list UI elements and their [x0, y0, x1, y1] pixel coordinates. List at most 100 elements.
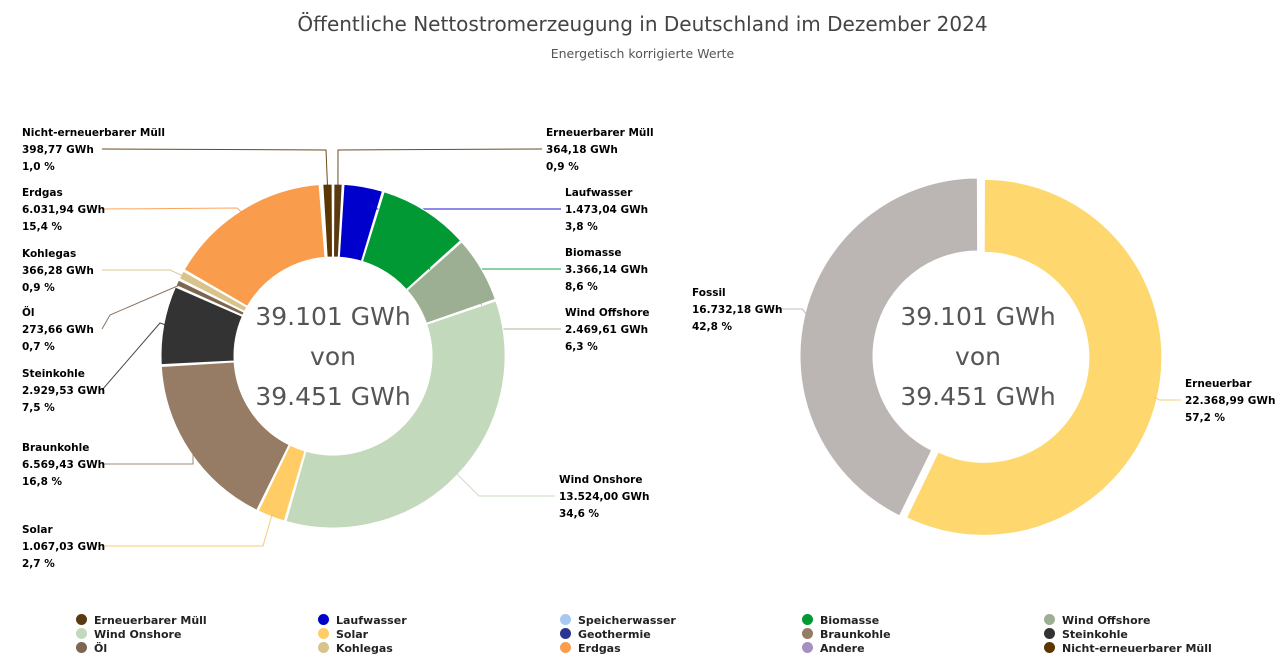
connector-nicht-erneuerbarer-muell	[101, 148, 329, 189]
label-name-solar: Solar	[22, 524, 53, 536]
connector-erneuerbarer-muell	[337, 148, 543, 189]
legend-label: Wind Offshore	[1062, 614, 1151, 627]
legend-marker-icon	[802, 614, 813, 625]
legend-marker-icon	[76, 642, 87, 653]
label-pct-wind-onshore: 34,6 %	[559, 508, 600, 520]
legend-item-wind-offshore[interactable]: Wind Offshore	[1044, 614, 1151, 628]
connector-erdgas	[101, 207, 244, 215]
legend-label: Braunkohle	[820, 628, 891, 641]
donut-chart-2: Erneuerbar 22.368,99 GWh 57,2 % Fossil 16.73…	[692, 177, 1275, 536]
slice-laufwasser[interactable]	[338, 183, 384, 262]
connector-kohlegas	[102, 269, 186, 278]
legend-item-braunkohle[interactable]: Braunkohle	[802, 628, 891, 642]
label-name-biomasse: Biomasse	[565, 247, 621, 259]
label-pct-erneuerbar: 57,2 %	[1185, 412, 1226, 424]
legend-marker-icon	[1044, 628, 1055, 639]
legend-item-laufwasser[interactable]: Laufwasser	[318, 614, 407, 628]
connector-braunkohle	[102, 448, 194, 465]
legend-marker-icon	[318, 642, 329, 653]
legend-label: Biomasse	[820, 614, 880, 627]
slice-kohlegas[interactable]	[178, 270, 248, 313]
label-value-kohlegas: 366,28 GWh	[22, 265, 94, 277]
chart-subtitle: Energetisch korrigierte Werte	[550, 46, 735, 61]
legend-item-geothermie[interactable]: Geothermie	[560, 628, 651, 642]
connector-wind-onshore	[454, 471, 555, 497]
legend-label: Erneuerbarer Müll	[94, 614, 207, 627]
label-value-braunkohle: 6.569,43 GWh	[22, 459, 105, 471]
label-value-erneuerbar: 22.368,99 GWh	[1185, 395, 1275, 407]
label-name-erneuerbarer-muell: Erneuerbarer Müll	[546, 127, 654, 139]
legend-item-oel[interactable]: Öl	[76, 642, 107, 656]
slice-fossil[interactable]	[799, 177, 979, 517]
label-pct-solar: 2,7 %	[22, 558, 55, 570]
label-name-nicht-erneuerbarer-muell: Nicht-erneuerbarer Müll	[22, 127, 165, 139]
legend-marker-icon	[560, 614, 571, 625]
legend-marker-icon	[76, 614, 87, 625]
legend-label: Speicherwasser	[578, 614, 676, 627]
legend-label: Nicht-erneuerbarer Müll	[1062, 642, 1212, 655]
slice-braunkohle[interactable]	[160, 361, 290, 511]
center-text-1-1: 39.101 GWh	[255, 302, 410, 331]
slice-biomasse[interactable]	[361, 191, 462, 291]
center-text-1-3: 39.451 GWh	[255, 382, 410, 411]
slice-wind-offshore[interactable]	[406, 241, 496, 324]
label-pct-biomasse: 8,6 %	[565, 281, 598, 293]
legend-item-speicherwasser[interactable]: Speicherwasser	[560, 614, 676, 628]
legend-label: Laufwasser	[336, 614, 407, 627]
slice-wind-onshore[interactable]	[285, 300, 506, 529]
connector-oel	[101, 284, 182, 330]
legend-item-biomasse[interactable]: Biomasse	[802, 614, 879, 628]
legend-marker-icon	[560, 628, 571, 639]
connector-fossil	[772, 308, 809, 318]
slice-solar[interactable]	[257, 444, 306, 522]
label-name-wind-offshore: Wind Offshore	[565, 307, 650, 319]
label-name-fossil: Fossil	[692, 287, 726, 299]
legend-label: Erdgas	[578, 642, 621, 655]
slice-erneuerbarer-muell[interactable]	[333, 183, 343, 258]
label-value-biomasse: 3.366,14 GWh	[565, 264, 648, 276]
label-pct-laufwasser: 3,8 %	[565, 221, 598, 233]
legend-item-erdgas[interactable]: Erdgas	[560, 642, 621, 656]
slice-nicht-erneuerbarer-muell[interactable]	[322, 183, 333, 258]
legend-marker-icon	[318, 614, 329, 625]
connector-solar	[102, 512, 274, 547]
label-name-erdgas: Erdgas	[22, 187, 63, 199]
chart-title: Öffentliche Nettostromerzeugung in Deuts…	[297, 12, 988, 36]
legend-label: Kohlegas	[336, 642, 393, 655]
legend-item-steinkohle[interactable]: Steinkohle	[1044, 628, 1128, 642]
label-pct-fossil: 42,8 %	[692, 321, 733, 333]
slice-andere[interactable]	[320, 183, 327, 258]
label-pct-erneuerbarer-muell: 0,9 %	[546, 161, 579, 173]
slice-erneuerbar[interactable]	[905, 178, 1163, 536]
label-value-erdgas: 6.031,94 GWh	[22, 204, 105, 216]
legend-item-wind-onshore[interactable]: Wind Onshore	[76, 628, 181, 642]
legend-label: Andere	[820, 642, 865, 655]
label-pct-nicht-erneuerbarer-muell: 1,0 %	[22, 161, 55, 173]
label-value-wind-offshore: 2.469,61 GWh	[565, 324, 648, 336]
label-pct-braunkohle: 16,8 %	[22, 476, 63, 488]
legend-item-andere[interactable]: Andere	[802, 642, 865, 656]
legend-item-erneuerbarer-muell[interactable]: Erneuerbarer Müll	[76, 614, 207, 628]
label-value-oel: 273,66 GWh	[22, 324, 94, 336]
label-value-laufwasser: 1.473,04 GWh	[565, 204, 648, 216]
connector-erneuerbar	[1153, 395, 1181, 401]
donut-chart-1: Erneuerbarer Müll 364,18 GWh 0,9 % Laufwass…	[22, 127, 654, 570]
slice-erdgas[interactable]	[183, 184, 326, 307]
chart-canvas: Erneuerbarer Müll 364,18 GWh 0,9 % Laufwass…	[22, 127, 1275, 570]
label-value-wind-onshore: 13.524,00 GWh	[559, 491, 649, 503]
label-name-wind-onshore: Wind Onshore	[559, 474, 642, 486]
legend-item-solar[interactable]: Solar	[318, 628, 368, 642]
slice-oel[interactable]	[175, 279, 245, 317]
label-name-kohlegas: Kohlegas	[22, 248, 76, 260]
label-pct-erdgas: 15,4 %	[22, 221, 63, 233]
legend-marker-icon	[1044, 614, 1055, 625]
label-name-laufwasser: Laufwasser	[565, 187, 633, 199]
center-text-2-1: 39.101 GWh	[900, 302, 1055, 331]
legend-marker-icon	[318, 628, 329, 639]
legend-label: Geothermie	[578, 628, 651, 641]
legend-item-kohlegas[interactable]: Kohlegas	[318, 642, 393, 656]
label-name-steinkohle: Steinkohle	[22, 368, 85, 380]
label-name-erneuerbar: Erneuerbar	[1185, 378, 1252, 390]
legend-item-nicht-erneuerbarer-muell[interactable]: Nicht-erneuerbarer Müll	[1044, 642, 1212, 656]
center-text-2-2: von	[955, 342, 1001, 371]
